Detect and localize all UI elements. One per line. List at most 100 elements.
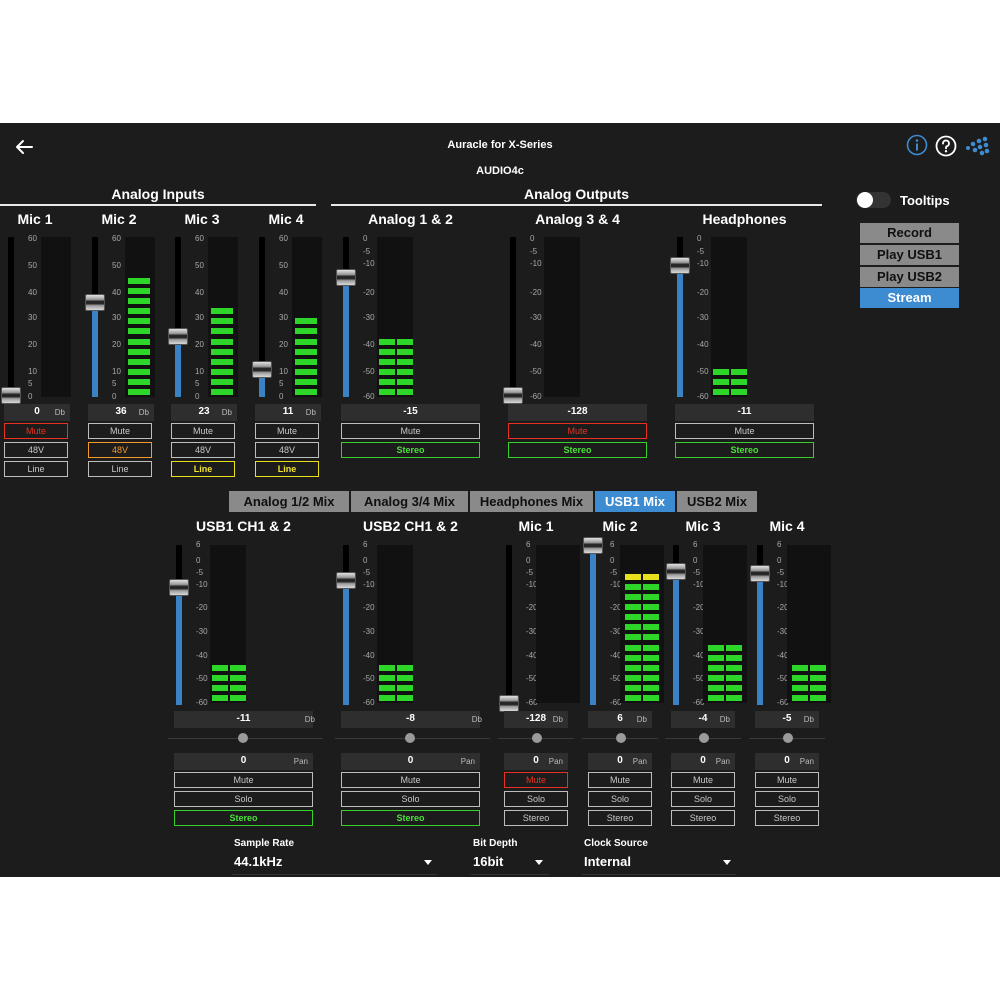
solo-button[interactable]: Solo [588, 791, 652, 807]
meter-scale: 60 50 40 30 20 10 5 0 [279, 235, 301, 401]
bit-depth-label: Bit Depth [473, 838, 518, 849]
mute-button[interactable]: Mute [508, 423, 647, 439]
fader-knob[interactable] [252, 360, 272, 378]
fader-knob[interactable] [336, 269, 356, 286]
mute-button[interactable]: Mute [588, 772, 652, 788]
meter-scale: 6 0 -5 -10 -20 -30 -40 -50 -60 [777, 541, 799, 707]
tab-usb2-mix[interactable]: USB2 Mix [677, 491, 757, 512]
fader-knob[interactable] [85, 293, 105, 311]
stereo-button[interactable]: Stereo [671, 810, 735, 826]
tab-analog-1-2-mix[interactable]: Analog 1/2 Mix [229, 491, 349, 512]
source-play-usb2-button[interactable]: Play USB2 [860, 267, 959, 287]
strip-title: Headphones [702, 211, 787, 227]
fader-track[interactable] [343, 237, 349, 397]
tab-headphones-mix[interactable]: Headphones Mix [470, 491, 593, 512]
fader-fill [673, 570, 679, 705]
line-button[interactable]: Line [171, 461, 235, 477]
meter-segment [128, 318, 150, 325]
mute-button[interactable]: Mute [504, 772, 568, 788]
tooltips-toggle[interactable] [856, 192, 891, 208]
fader-knob[interactable] [670, 257, 690, 275]
stereo-button[interactable]: Stereo [588, 810, 652, 826]
fader-track[interactable] [259, 237, 265, 397]
meter-segment [211, 338, 233, 345]
stereo-button[interactable]: Stereo [174, 810, 313, 826]
mute-button[interactable]: Mute [755, 772, 819, 788]
source-record-button[interactable]: Record [860, 223, 959, 243]
fader-knob[interactable] [168, 328, 188, 346]
tab-analog-3-4-mix[interactable]: Analog 3/4 Mix [351, 491, 468, 512]
meter-segment [643, 583, 659, 590]
pan-slider-knob[interactable] [783, 733, 793, 743]
phantom-48v-button[interactable]: 48V [255, 442, 319, 458]
meter-segment [708, 684, 724, 691]
help-button[interactable] [935, 135, 957, 157]
level-meter [208, 237, 238, 397]
fader-knob[interactable] [499, 695, 519, 712]
fader-knob[interactable] [666, 562, 686, 580]
mute-button[interactable]: Mute [4, 423, 68, 439]
fader-track[interactable] [510, 237, 516, 397]
mute-button[interactable]: Mute [255, 423, 319, 439]
fader-track[interactable] [673, 545, 679, 705]
fader-track[interactable] [677, 237, 683, 397]
line-button[interactable]: Line [255, 461, 319, 477]
stereo-button[interactable]: Stereo [508, 442, 647, 458]
meter-segment [643, 664, 659, 671]
meter-segment [726, 644, 742, 651]
phantom-48v-button[interactable]: 48V [88, 442, 152, 458]
line-button[interactable]: Line [88, 461, 152, 477]
strip-title: Mic 1 [17, 211, 53, 227]
mute-button[interactable]: Mute [341, 772, 480, 788]
tab-usb1-mix[interactable]: USB1 Mix [595, 491, 675, 512]
fader-track[interactable] [92, 237, 98, 397]
stereo-button[interactable]: Stereo [755, 810, 819, 826]
level-value-text: -4 [698, 713, 708, 724]
fader-knob[interactable] [169, 579, 189, 597]
mute-button[interactable]: Mute [675, 423, 814, 439]
fader-knob[interactable] [503, 387, 523, 404]
solo-button[interactable]: Solo [341, 791, 480, 807]
stereo-button[interactable]: Stereo [341, 442, 480, 458]
meter-scale-label: 40 [279, 287, 288, 297]
phantom-48v-button[interactable]: 48V [4, 442, 68, 458]
fader-track[interactable] [506, 545, 512, 705]
meter-scale-label: 10 [195, 366, 204, 376]
source-stream-button[interactable]: Stream [860, 288, 959, 308]
meter-scale-label: -60 [363, 698, 375, 707]
pan-slider-knob[interactable] [405, 733, 415, 743]
fader-track[interactable] [590, 545, 596, 705]
solo-button[interactable]: Solo [755, 791, 819, 807]
fader-track[interactable] [757, 545, 763, 705]
mute-button[interactable]: Mute [88, 423, 152, 439]
fader-knob[interactable] [750, 565, 770, 582]
pan-slider-knob[interactable] [699, 733, 709, 743]
mute-button[interactable]: Mute [171, 423, 235, 439]
pan-slider-knob[interactable] [238, 733, 248, 743]
solo-button[interactable]: Solo [671, 791, 735, 807]
source-play-usb1-button[interactable]: Play USB1 [860, 245, 959, 265]
meter-scale-label: -10 [697, 259, 709, 269]
solo-button[interactable]: Solo [174, 791, 313, 807]
info-button[interactable] [906, 134, 928, 156]
back-button[interactable] [12, 137, 36, 157]
meter-scale-label: 0 [693, 555, 698, 565]
mute-button[interactable]: Mute [671, 772, 735, 788]
fader-track[interactable] [176, 545, 182, 705]
pan-slider-knob[interactable] [532, 733, 542, 743]
stereo-button[interactable]: Stereo [675, 442, 814, 458]
solo-button[interactable]: Solo [504, 791, 568, 807]
fader-knob[interactable] [336, 572, 356, 590]
fader-track[interactable] [343, 545, 349, 705]
stereo-button[interactable]: Stereo [504, 810, 568, 826]
fader-track[interactable] [175, 237, 181, 397]
fader-knob[interactable] [1, 387, 21, 404]
mute-button[interactable]: Mute [174, 772, 313, 788]
phantom-48v-button[interactable]: 48V [171, 442, 235, 458]
mute-button[interactable]: Mute [341, 423, 480, 439]
pan-slider-knob[interactable] [616, 733, 626, 743]
fader-track[interactable] [8, 237, 14, 397]
stereo-button[interactable]: Stereo [341, 810, 480, 826]
line-button[interactable]: Line [4, 461, 68, 477]
fader-knob[interactable] [583, 537, 603, 554]
